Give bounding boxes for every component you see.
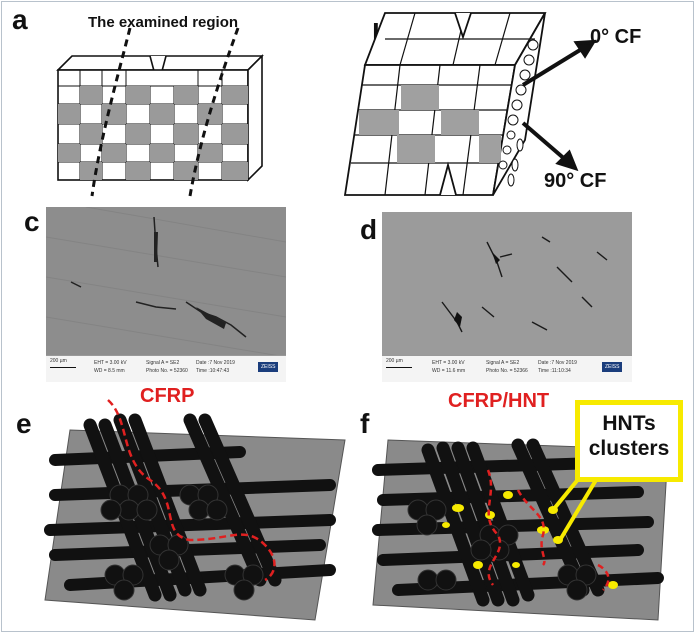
- callout-line-2: clusters: [588, 437, 670, 460]
- photo-d: Photo No. = 52366: [486, 368, 528, 374]
- signal-c: Signal A = SE2: [146, 360, 180, 366]
- scale-bar-label-c: 200 µm: [50, 358, 67, 364]
- time-d: Time :11:10:34: [538, 368, 571, 374]
- fiber-0-label: 0° CF: [590, 26, 642, 48]
- zeiss-logo-d: ZEISS: [602, 362, 623, 372]
- photo-c: Photo No. = 52360: [146, 368, 188, 374]
- time-c: Time :10:47:43: [196, 368, 230, 374]
- crack-path-f: [486, 469, 610, 591]
- arrow-0-degree: [521, 45, 587, 87]
- panel-label-a: a: [12, 4, 28, 35]
- wd-c: WD = 8.5 mm: [94, 368, 125, 374]
- crack-texture-c: [46, 207, 286, 358]
- examined-region-line-right: [188, 27, 240, 197]
- examined-region-line-left: [90, 27, 132, 197]
- panel-a-woven-diagram: [56, 27, 264, 197]
- sem-image-cfrp: 200 µm EHT = 3.00 kV WD = 8.5 mm Signal …: [46, 207, 286, 382]
- sem-info-bar-d: 200 µm EHT = 3.00 kV WD = 11.6 mm Signal…: [382, 355, 632, 382]
- signal-d: Signal A = SE2: [486, 360, 520, 366]
- caption-cfrp-hnt: CFRP/HNT: [448, 390, 550, 412]
- scale-bar-c: [50, 367, 76, 368]
- zeiss-logo-c: ZEISS: [258, 362, 279, 372]
- panel-label-c: c: [24, 206, 40, 237]
- hnt-clusters-callout: HNTs clusters: [575, 400, 683, 482]
- panel-label-f: f: [360, 408, 370, 439]
- caption-cfrp: CFRP: [140, 385, 195, 407]
- fiber-90-label: 90° CF: [544, 170, 607, 192]
- date-c: Date :7 Nov 2019: [196, 360, 235, 366]
- panel-f-fiber-schematic: [372, 438, 669, 621]
- eht-c: EHT = 3.00 kV: [94, 360, 127, 366]
- arrow-90-degree: [521, 121, 569, 163]
- panel-label-e: e: [16, 408, 32, 439]
- sem-image-cfrp-hnt: 200 µm EHT = 3.00 kV WD = 11.6 mm Signal…: [382, 212, 632, 382]
- callout-line-1: HNTs: [602, 412, 656, 435]
- panel-b-unit-cell-diagram: [343, 12, 597, 196]
- date-d: Date :7 Nov 2019: [538, 360, 577, 366]
- wd-d: WD = 11.6 mm: [432, 368, 466, 374]
- scale-bar-label-d: 200 µm: [386, 358, 403, 364]
- sem-info-bar-c: 200 µm EHT = 3.00 kV WD = 8.5 mm Signal …: [46, 355, 286, 382]
- panel-e-fiber-schematic: [44, 399, 346, 621]
- panel-label-d: d: [360, 214, 378, 245]
- scale-bar-d: [386, 367, 412, 368]
- crack-path-e: [107, 399, 276, 582]
- eht-d: EHT = 3.00 kV: [432, 360, 465, 366]
- crack-texture-d: [382, 212, 632, 357]
- examined-region-label: The examined region: [88, 14, 239, 31]
